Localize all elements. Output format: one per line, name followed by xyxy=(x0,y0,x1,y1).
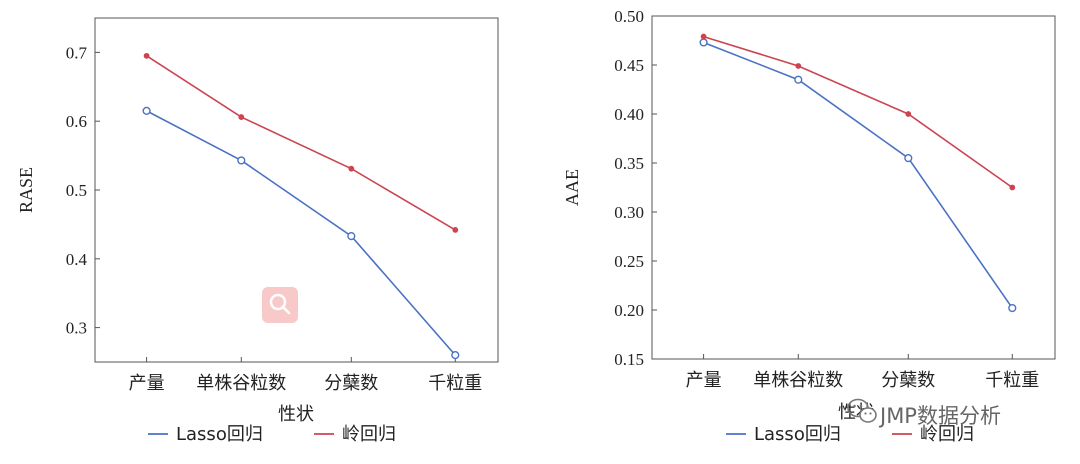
data-point xyxy=(1008,303,1017,313)
data-point xyxy=(451,351,460,360)
y-axis-title: RASE xyxy=(16,167,36,213)
y-tick-label: 0.35 xyxy=(614,154,644,173)
series-line-1 xyxy=(703,35,1013,189)
x-tick-label: 产量 xyxy=(686,370,722,391)
y-tick-label: 0.20 xyxy=(614,301,644,320)
y-tick-label: 0.6 xyxy=(66,112,87,131)
legend-item: 岭回归 xyxy=(892,424,974,445)
data-point xyxy=(237,156,246,165)
legend-label: 岭回归 xyxy=(342,424,396,445)
watermark-text: JMP数据分析 xyxy=(878,404,1001,428)
data-point xyxy=(904,154,913,163)
x-tick-label: 单株谷粒数 xyxy=(753,370,843,391)
x-tick-label: 单株谷粒数 xyxy=(196,373,286,394)
wechat-icon xyxy=(847,398,877,423)
rase-chart: 0.3 0.4 0.5 0.6 0.7 产量 单株谷粒数 分蘖数 千粒重 RASE 性状 Lasso回… xyxy=(16,17,499,445)
x-tick-label: 千粒重 xyxy=(985,370,1039,391)
x-tick-label: 分蘖数 xyxy=(881,370,935,391)
aae-chart: 0.15 0.20 0.25 0.30 0.35 0.40 0.45 0.50 产量 单株谷粒数 分… xyxy=(562,7,1056,445)
data-point xyxy=(142,106,151,115)
legend-label: Lasso回归 xyxy=(176,424,263,445)
search-badge[interactable] xyxy=(262,287,298,323)
series-line-0 xyxy=(146,110,456,356)
data-point xyxy=(347,231,356,241)
legend-item: Lasso回归 xyxy=(148,424,263,445)
y-tick-label: 0.15 xyxy=(614,350,644,369)
y-tick-label: 0.40 xyxy=(614,105,644,124)
y-tick-label: 0.25 xyxy=(614,252,644,271)
series-line-0 xyxy=(703,41,1013,309)
y-tick-label: 0.7 xyxy=(66,43,88,62)
data-point xyxy=(905,111,912,117)
data-point xyxy=(348,165,355,172)
data-point xyxy=(238,114,245,120)
legend-item: Lasso回归 xyxy=(726,424,841,445)
watermark: JMP数据分析 xyxy=(847,398,1001,428)
x-tick-label: 分蘖数 xyxy=(324,373,378,394)
y-tick-label: 0.3 xyxy=(66,319,87,338)
x-axis-title: 性状 xyxy=(278,404,314,425)
x-tick-label: 千粒重 xyxy=(428,373,482,394)
x-tick-label: 产量 xyxy=(129,373,165,394)
y-tick-label: 0.5 xyxy=(66,181,87,200)
search-icon xyxy=(269,293,291,315)
series-line-1 xyxy=(146,55,456,231)
legend-label: 岭回归 xyxy=(920,424,974,445)
data-point xyxy=(794,75,803,84)
data-point xyxy=(700,33,707,40)
y-tick-label: 0.4 xyxy=(66,250,88,269)
data-point xyxy=(452,227,459,233)
y-tick-label: 0.50 xyxy=(614,7,644,26)
data-point xyxy=(1009,184,1016,191)
data-point xyxy=(795,63,802,69)
plot-frame xyxy=(651,15,1056,360)
data-point xyxy=(699,38,708,47)
legend-item: 岭回归 xyxy=(314,424,396,445)
data-point xyxy=(143,52,150,59)
legend-label: Lasso回归 xyxy=(754,424,841,445)
y-tick-label: 0.30 xyxy=(614,203,644,222)
y-tick-label: 0.45 xyxy=(614,56,644,75)
y-axis-title: AAE xyxy=(562,169,582,206)
